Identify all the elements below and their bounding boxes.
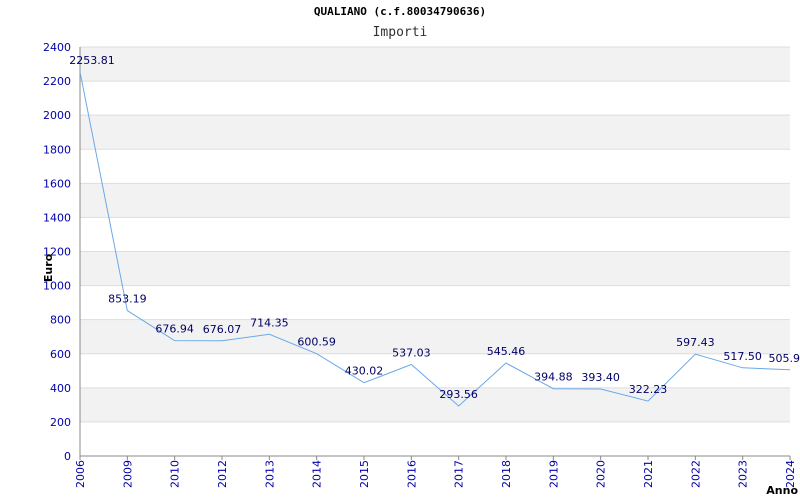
data-label: 505.9	[769, 352, 800, 365]
x-axis-title: Anno	[766, 484, 798, 497]
y-tick-label: 0	[64, 450, 71, 463]
chart-title: QUALIANO (c.f.80034790636)	[313, 5, 487, 18]
y-tick-label: 400	[50, 382, 71, 395]
data-label: 600.59	[297, 336, 336, 349]
axes	[79, 47, 790, 457]
grid-band	[80, 47, 790, 82]
y-tick-label: 2400	[43, 41, 71, 54]
x-tick-label: 2014	[311, 460, 324, 488]
data-label: 2253.81	[69, 54, 115, 67]
y-axis-ticks: 0 200 400 600 800 1000 1200 1400 1600 1800 2000 220…	[43, 41, 71, 463]
grid-band	[80, 319, 790, 354]
y-tick-label: 200	[50, 416, 71, 429]
chart-subtitle: Importi	[372, 25, 428, 40]
y-tick-label: 2000	[43, 109, 71, 122]
grid-band	[80, 115, 790, 150]
data-label: 537.03	[392, 346, 431, 359]
x-tick-label: 2021	[642, 460, 655, 488]
data-label: 714.35	[250, 316, 289, 329]
x-axis-ticks: 2006 2009 2010 2012 2013 2014 2015 2016 2017 2018…	[74, 456, 797, 488]
data-label: 545.46	[487, 345, 526, 358]
data-label: 293.56	[439, 388, 478, 401]
x-tick-label: 2024	[784, 460, 797, 488]
y-tick-label: 1800	[43, 143, 71, 156]
x-tick-label: 2012	[216, 460, 229, 488]
grid-band	[80, 183, 790, 218]
y-tick-label: 1400	[43, 211, 71, 224]
data-label: 853.19	[108, 293, 147, 306]
x-tick-label: 2013	[263, 460, 276, 488]
x-tick-label: 2020	[595, 460, 608, 488]
y-tick-label: 600	[50, 348, 71, 361]
y-axis-title: Euro	[42, 253, 55, 282]
y-tick-label: 800	[50, 314, 71, 327]
data-label: 394.88	[534, 371, 573, 384]
y-tick-label: 1200	[43, 246, 71, 259]
x-tick-label: 2009	[121, 460, 134, 488]
data-label: 393.40	[581, 371, 620, 384]
x-tick-label: 2023	[737, 460, 750, 488]
x-tick-label: 2016	[405, 460, 418, 488]
x-tick-label: 2019	[547, 460, 560, 488]
data-label: 517.50	[723, 350, 762, 363]
x-tick-label: 2018	[500, 460, 513, 488]
x-tick-label: 2022	[689, 460, 702, 488]
series-line-group	[79, 71, 791, 407]
grid-band	[80, 387, 790, 422]
x-tick-label: 2015	[358, 460, 371, 488]
x-tick-label: 2017	[453, 460, 466, 488]
data-labels: 2253.81 853.19 676.94 676.07 714.35 600.59 430…	[69, 54, 800, 401]
grid-band	[80, 251, 790, 286]
data-label: 676.94	[155, 323, 194, 336]
data-label: 430.02	[345, 365, 384, 378]
y-tick-label: 2200	[43, 75, 71, 88]
data-label: 597.43	[676, 336, 715, 349]
data-label: 322.23	[629, 383, 668, 396]
data-label: 676.07	[203, 323, 242, 336]
series-line	[79, 71, 791, 407]
y-tick-label: 1600	[43, 177, 71, 190]
x-tick-label: 2010	[169, 460, 182, 488]
y-tick-label: 1000	[43, 280, 71, 293]
x-tick-label: 2006	[74, 460, 87, 488]
background-bands	[80, 47, 790, 422]
